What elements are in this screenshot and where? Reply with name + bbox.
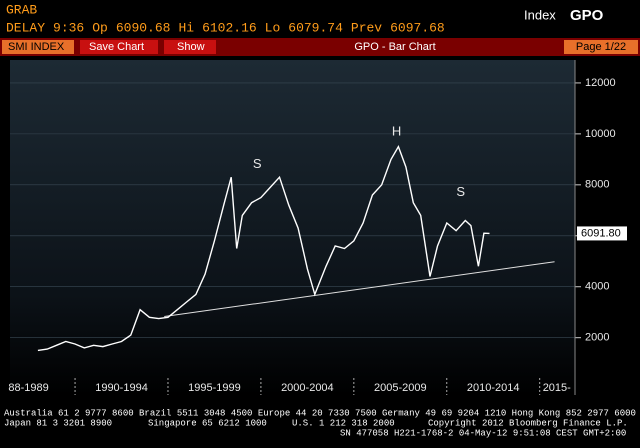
x-tick-label: 1995-1999 bbox=[188, 382, 241, 394]
x-tick-label: 2010-2014 bbox=[467, 382, 520, 394]
window-title: GPO - Bar Chart bbox=[354, 41, 435, 53]
index-button-label[interactable]: SMI INDEX bbox=[8, 41, 65, 53]
security-type: Index bbox=[524, 7, 556, 22]
status-item: 9:36 bbox=[53, 20, 84, 35]
x-tick-label: 2005-2009 bbox=[374, 382, 427, 394]
status-item: DELAY bbox=[6, 20, 45, 35]
y-tick-label: 12000 bbox=[585, 77, 616, 89]
y-tick-label: 10000 bbox=[585, 128, 616, 140]
page-indicator: Page 1/22 bbox=[576, 41, 626, 53]
price-line bbox=[37, 144, 490, 352]
footer-line: U.S. 1 212 318 2000 bbox=[292, 418, 395, 428]
status-item: Op bbox=[92, 20, 108, 35]
show-button[interactable] bbox=[164, 40, 216, 54]
status-item: 6097.68 bbox=[390, 20, 445, 35]
trendline bbox=[164, 261, 555, 318]
show-button-label[interactable]: Show bbox=[177, 41, 205, 53]
footer-line: Copyright 2012 Bloomberg Finance L.P. bbox=[428, 418, 628, 428]
x-tick-label: 2015- bbox=[543, 382, 571, 394]
status-item: Lo bbox=[265, 20, 281, 35]
last-value-label: 6091.80 bbox=[581, 227, 621, 239]
footer-line: Singapore 65 6212 1000 bbox=[148, 418, 267, 428]
status-item: 6079.74 bbox=[288, 20, 343, 35]
x-tick-label: 2000-2004 bbox=[281, 382, 334, 394]
pattern-annotation: S bbox=[456, 184, 465, 199]
status-item: Hi bbox=[178, 20, 194, 35]
status-item: 6090.68 bbox=[116, 20, 171, 35]
page-box bbox=[564, 40, 638, 54]
status-line: DELAY 9:36 Op 6090.68 Hi 6102.16 Lo 6079.74 Prev… bbox=[6, 20, 445, 35]
y-tick-label: 2000 bbox=[585, 332, 609, 344]
footer-line: Australia 61 2 9777 8600 Brazil 5511 304… bbox=[4, 408, 636, 418]
save-button-label[interactable]: Save Chart bbox=[89, 41, 144, 53]
x-tick-label: 88-1989 bbox=[8, 382, 48, 394]
toolbar bbox=[0, 38, 640, 56]
last-value-box bbox=[577, 226, 627, 241]
pattern-annotation: S bbox=[253, 156, 262, 171]
pattern-annotation: H bbox=[392, 123, 401, 138]
footer-line: Japan 81 3 3201 8900 bbox=[4, 418, 112, 428]
y-tick-label: 4000 bbox=[585, 281, 609, 293]
footer-line: SN 477058 H221-1768-2 04-May-12 9:51:08 … bbox=[340, 428, 626, 438]
plot-area bbox=[10, 60, 575, 395]
index-button[interactable] bbox=[2, 40, 74, 54]
status-item: Prev bbox=[351, 20, 382, 35]
chart: 2000400060008000100001200088-19891990-19… bbox=[8, 60, 627, 395]
status-item: 6102.16 bbox=[202, 20, 257, 35]
save-button[interactable] bbox=[80, 40, 158, 54]
ticker: GPO bbox=[570, 7, 604, 24]
function-name: GRAB bbox=[6, 2, 37, 17]
x-tick-label: 1990-1994 bbox=[95, 382, 148, 394]
y-tick-label: 8000 bbox=[585, 179, 609, 191]
